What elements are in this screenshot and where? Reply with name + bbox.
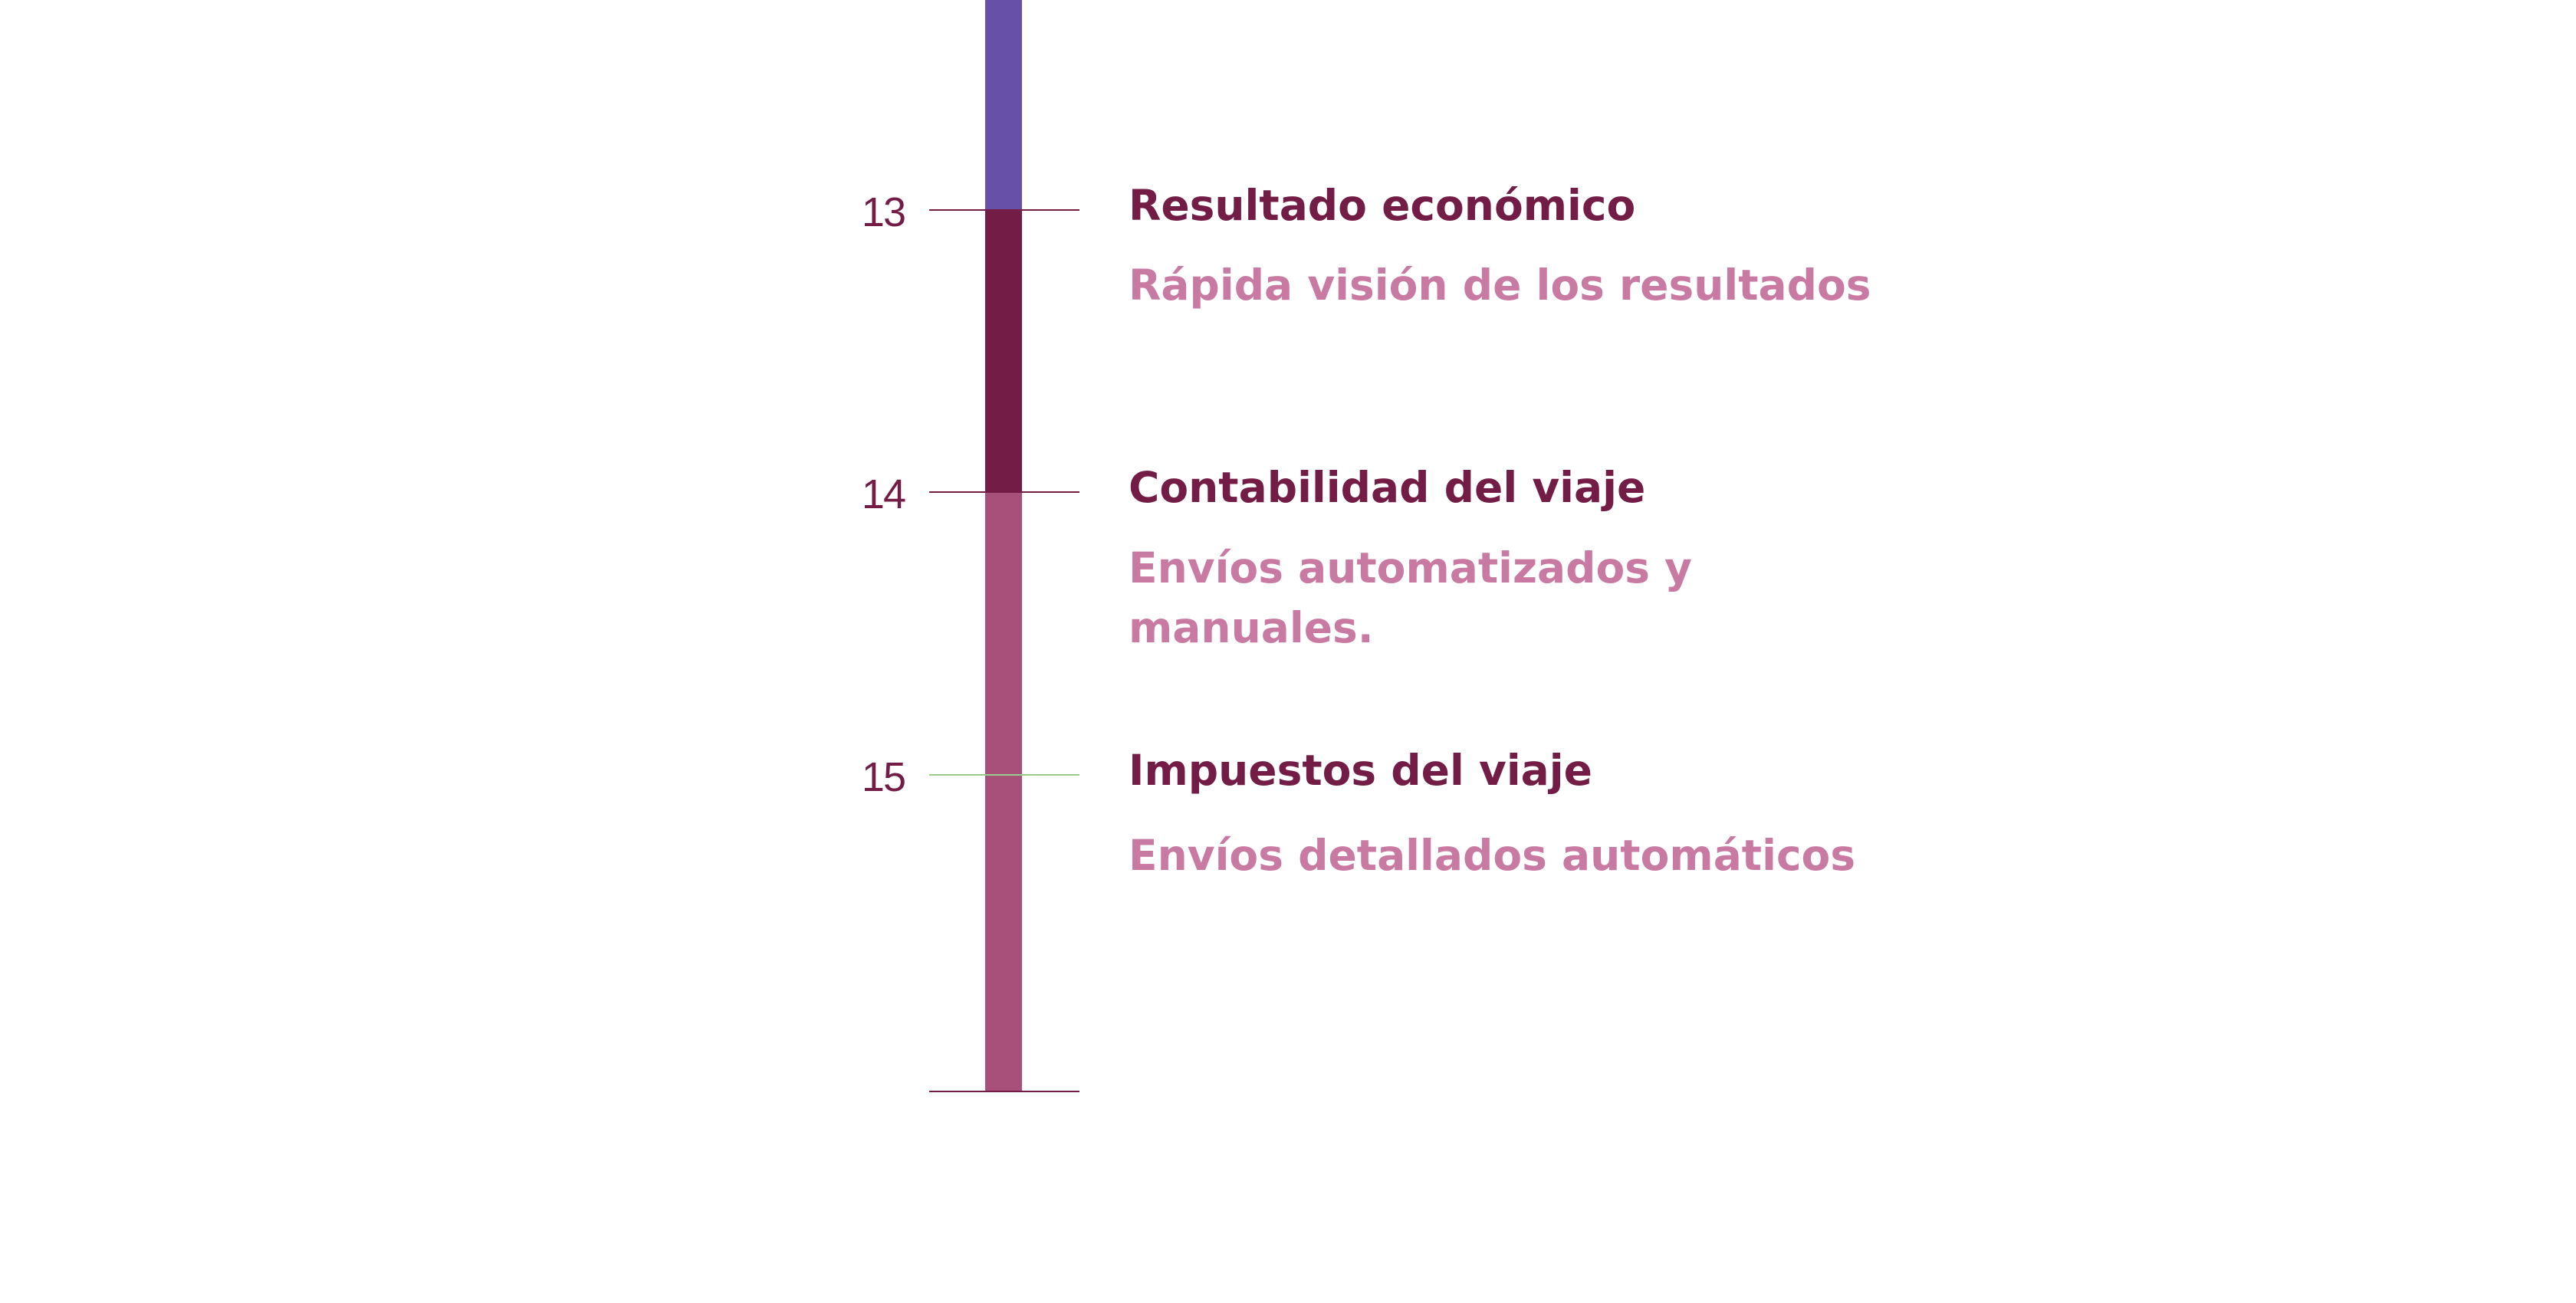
step-description-15: Envíos detallados automáticos xyxy=(1129,831,1856,880)
step-number-13: 13 xyxy=(861,189,906,235)
step-number-15: 15 xyxy=(861,754,906,800)
step-number-14: 14 xyxy=(861,471,906,517)
step-description-14: Envíos automatizados y manuales. xyxy=(1129,543,1693,652)
step-title-14: Contabilidad del viaje xyxy=(1129,463,1646,512)
timeline-bar-segment-14-15 xyxy=(985,492,1022,1091)
timeline-bar-segment-13 xyxy=(985,210,1022,492)
timeline-tick-15 xyxy=(929,774,1079,776)
step-title-13: Resultado económico xyxy=(1129,181,1636,230)
timeline-bar-segment-previous xyxy=(985,0,1022,210)
step-description-13: Rápida visión de los resultados xyxy=(1129,261,1871,310)
step-title-15: Impuestos del viaje xyxy=(1129,746,1592,795)
timeline-tick-end xyxy=(929,1091,1079,1092)
timeline-tick-14 xyxy=(929,491,1079,493)
timeline-tick-13 xyxy=(929,209,1079,211)
